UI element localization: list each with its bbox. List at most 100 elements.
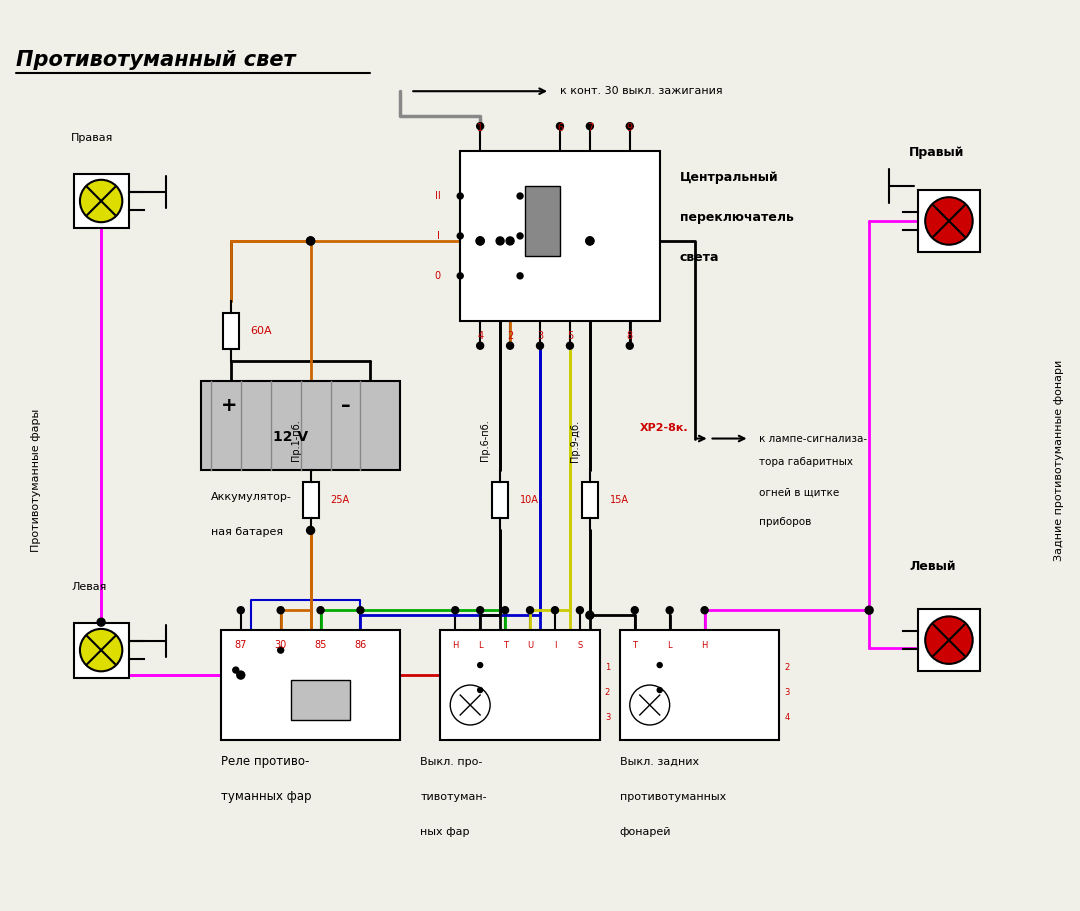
Text: Правая: Правая bbox=[71, 133, 113, 143]
Circle shape bbox=[537, 343, 543, 349]
Text: Выкл. про-: Выкл. про- bbox=[420, 757, 483, 767]
Circle shape bbox=[517, 233, 523, 239]
Circle shape bbox=[80, 179, 122, 222]
Circle shape bbox=[632, 607, 638, 614]
Bar bbox=[582, 483, 598, 518]
Text: Пр.6-пб.: Пр.6-пб. bbox=[481, 420, 490, 461]
Circle shape bbox=[496, 237, 504, 245]
Bar bbox=[201, 381, 401, 470]
Circle shape bbox=[80, 629, 122, 671]
Circle shape bbox=[566, 343, 573, 349]
Circle shape bbox=[630, 685, 670, 725]
Text: ная батарея: ная батарея bbox=[211, 527, 283, 537]
Text: S: S bbox=[578, 640, 582, 650]
Circle shape bbox=[507, 237, 514, 245]
Bar bbox=[460, 151, 660, 321]
Circle shape bbox=[318, 607, 324, 614]
Text: 8: 8 bbox=[626, 331, 633, 341]
Circle shape bbox=[556, 123, 564, 129]
Circle shape bbox=[238, 607, 244, 614]
Text: к конт. 30 выкл. зажигания: к конт. 30 выкл. зажигания bbox=[559, 87, 723, 97]
Text: 15A: 15A bbox=[610, 496, 629, 506]
Text: 85: 85 bbox=[314, 640, 327, 650]
Bar bbox=[918, 190, 980, 251]
Text: 86: 86 bbox=[354, 640, 366, 650]
Circle shape bbox=[527, 607, 534, 614]
Text: H: H bbox=[701, 640, 707, 650]
Text: –: – bbox=[340, 395, 350, 415]
Circle shape bbox=[626, 343, 633, 349]
Bar bbox=[222, 312, 239, 349]
Text: Левый: Левый bbox=[909, 560, 956, 573]
Text: ХР2-8к.: ХР2-8к. bbox=[639, 423, 688, 433]
Text: света: света bbox=[679, 251, 719, 264]
Circle shape bbox=[450, 685, 490, 725]
Circle shape bbox=[307, 237, 314, 245]
Text: 2: 2 bbox=[784, 663, 789, 672]
Text: Правый: Правый bbox=[909, 146, 964, 159]
Text: 7: 7 bbox=[586, 123, 593, 133]
Text: противотуманных: противотуманных bbox=[620, 792, 726, 802]
Circle shape bbox=[477, 662, 483, 668]
Circle shape bbox=[517, 273, 523, 279]
Circle shape bbox=[926, 617, 973, 664]
Circle shape bbox=[278, 647, 284, 653]
Circle shape bbox=[457, 233, 463, 239]
Bar bbox=[220, 630, 401, 740]
Text: 4: 4 bbox=[784, 713, 789, 722]
Circle shape bbox=[307, 237, 314, 245]
Circle shape bbox=[451, 607, 459, 614]
Circle shape bbox=[586, 123, 593, 129]
Text: 3: 3 bbox=[537, 331, 543, 341]
Text: 3: 3 bbox=[605, 713, 610, 722]
Text: туманных фар: туманных фар bbox=[220, 790, 311, 803]
Text: Центральный: Центральный bbox=[679, 171, 779, 184]
Text: Пр.9-дб.: Пр.9-дб. bbox=[570, 419, 580, 462]
Text: Противотуманные фары: Противотуманные фары bbox=[31, 409, 41, 552]
Text: Пр.1-пб.: Пр.1-пб. bbox=[291, 420, 300, 461]
Text: 1: 1 bbox=[477, 123, 483, 133]
Text: L: L bbox=[477, 640, 483, 650]
Text: L: L bbox=[667, 640, 672, 650]
Text: 9: 9 bbox=[626, 123, 633, 133]
Text: 4: 4 bbox=[477, 331, 483, 341]
Bar bbox=[302, 483, 319, 518]
Text: Противотуманный свет: Противотуманный свет bbox=[16, 50, 296, 70]
Circle shape bbox=[585, 237, 594, 245]
Circle shape bbox=[476, 123, 484, 129]
Text: 2: 2 bbox=[507, 331, 513, 341]
Circle shape bbox=[552, 607, 558, 614]
Text: ных фар: ных фар bbox=[420, 827, 470, 837]
Circle shape bbox=[507, 343, 514, 349]
Text: 25A: 25A bbox=[330, 496, 350, 506]
Text: 12 V: 12 V bbox=[273, 429, 308, 444]
Circle shape bbox=[233, 667, 239, 673]
Text: T: T bbox=[502, 640, 508, 650]
Circle shape bbox=[357, 607, 364, 614]
Circle shape bbox=[97, 619, 105, 626]
Circle shape bbox=[701, 607, 708, 614]
Circle shape bbox=[865, 606, 873, 614]
Circle shape bbox=[585, 611, 594, 619]
Circle shape bbox=[476, 607, 484, 614]
Circle shape bbox=[577, 607, 583, 614]
Text: 30: 30 bbox=[274, 640, 287, 650]
Circle shape bbox=[585, 237, 594, 245]
Text: тивотуман-: тивотуман- bbox=[420, 792, 487, 802]
Circle shape bbox=[476, 237, 484, 245]
Bar bbox=[291, 680, 351, 720]
Text: Аккумулятор-: Аккумулятор- bbox=[211, 493, 292, 502]
Text: +: + bbox=[220, 395, 238, 415]
Text: 2: 2 bbox=[605, 688, 610, 697]
Circle shape bbox=[307, 527, 314, 535]
Bar bbox=[73, 623, 129, 678]
Circle shape bbox=[278, 607, 284, 614]
Circle shape bbox=[626, 123, 633, 129]
Text: 87: 87 bbox=[234, 640, 247, 650]
Circle shape bbox=[237, 671, 245, 679]
Circle shape bbox=[476, 343, 484, 349]
Text: Реле противо-: Реле противо- bbox=[220, 755, 309, 768]
Text: к лампе-сигнализа-: к лампе-сигнализа- bbox=[759, 434, 867, 444]
Bar bbox=[492, 483, 508, 518]
Circle shape bbox=[457, 273, 463, 279]
